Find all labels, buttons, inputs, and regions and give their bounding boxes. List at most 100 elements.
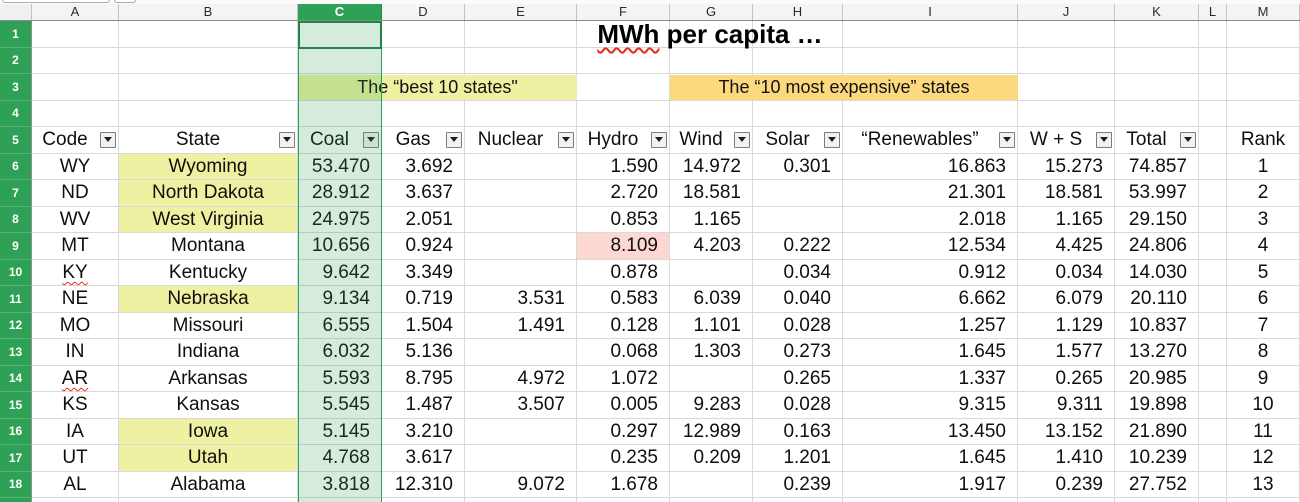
row-header-6[interactable]: 6 [0, 153, 32, 180]
cell-L16[interactable] [1199, 418, 1227, 445]
row-header-9[interactable]: 9 [0, 233, 32, 260]
cell-F5[interactable]: Hydro [577, 127, 670, 154]
cell-C13[interactable]: 6.032 [298, 339, 382, 366]
cell-M9[interactable]: 4 [1227, 233, 1300, 260]
cell-F9[interactable]: 8.109 [577, 233, 670, 260]
row-header-5[interactable]: 5 [0, 127, 32, 154]
cell-C10[interactable]: 9.642 [298, 259, 382, 286]
row-header-1[interactable]: 1 [0, 21, 32, 48]
cell-L4[interactable] [1199, 100, 1227, 127]
row-header-19[interactable]: 19 [0, 498, 32, 502]
cell-M17[interactable]: 12 [1227, 445, 1300, 472]
cell-I16[interactable]: 13.450 [843, 418, 1018, 445]
cell-G16[interactable]: 12.989 [670, 418, 753, 445]
cell-D18[interactable]: 12.310 [382, 471, 465, 498]
cell-L6[interactable] [1199, 153, 1227, 180]
cell-D9[interactable]: 0.924 [382, 233, 465, 260]
cell-F19[interactable] [577, 498, 670, 502]
cell-H9[interactable]: 0.222 [753, 233, 843, 260]
cell-G1[interactable] [670, 21, 753, 48]
cell-C6[interactable]: 53.470 [298, 153, 382, 180]
cell-B19[interactable] [119, 498, 298, 502]
cell-D19[interactable] [382, 498, 465, 502]
cell-G9[interactable]: 4.203 [670, 233, 753, 260]
cell-M18[interactable]: 13 [1227, 471, 1300, 498]
cell-M4[interactable] [1227, 100, 1300, 127]
cell-J11[interactable]: 6.079 [1018, 286, 1115, 313]
cell-B8[interactable]: West Virginia [119, 206, 298, 233]
cell-B1[interactable] [119, 21, 298, 48]
cell-L9[interactable] [1199, 233, 1227, 260]
cell-C4[interactable] [298, 100, 382, 127]
cell-D16[interactable]: 3.210 [382, 418, 465, 445]
row-header-11[interactable]: 11 [0, 286, 32, 313]
cell-K9[interactable]: 24.806 [1115, 233, 1199, 260]
cell-J4[interactable] [1018, 100, 1115, 127]
cell-K15[interactable]: 19.898 [1115, 392, 1199, 419]
autofilter-button-total[interactable] [1180, 131, 1196, 148]
cell-H13[interactable]: 0.273 [753, 339, 843, 366]
cell-F4[interactable] [577, 100, 670, 127]
row-header-17[interactable]: 17 [0, 445, 32, 472]
cell-C12[interactable]: 6.555 [298, 312, 382, 339]
row-header-16[interactable]: 16 [0, 418, 32, 445]
cell-F13[interactable]: 0.068 [577, 339, 670, 366]
cell-H5[interactable]: Solar [753, 127, 843, 154]
cell-H15[interactable]: 0.028 [753, 392, 843, 419]
cell-A11[interactable]: NE [32, 286, 119, 313]
cell-D2[interactable] [382, 47, 465, 74]
cell-B4[interactable] [119, 100, 298, 127]
cell-H7[interactable] [753, 180, 843, 207]
cell-H2[interactable] [753, 47, 843, 74]
cell-I5[interactable]: “Renewables” [843, 127, 1018, 154]
cell-E7[interactable] [465, 180, 577, 207]
cell-A10[interactable]: KY [32, 259, 119, 286]
cell-J1[interactable] [1018, 21, 1115, 48]
cell-K10[interactable]: 14.030 [1115, 259, 1199, 286]
cell-A16[interactable]: IA [32, 418, 119, 445]
cell-A7[interactable]: ND [32, 180, 119, 207]
row-header-14[interactable]: 14 [0, 365, 32, 392]
cell-A4[interactable] [32, 100, 119, 127]
cell-K14[interactable]: 20.985 [1115, 365, 1199, 392]
autofilter-button-solar[interactable] [824, 131, 840, 148]
cell-I17[interactable]: 1.645 [843, 445, 1018, 472]
cell-A1[interactable] [32, 21, 119, 48]
cell-K11[interactable]: 20.110 [1115, 286, 1199, 313]
cell-L15[interactable] [1199, 392, 1227, 419]
cell-C18[interactable]: 3.818 [298, 471, 382, 498]
cell-A2[interactable] [32, 47, 119, 74]
cell-H6[interactable]: 0.301 [753, 153, 843, 180]
cell-D12[interactable]: 1.504 [382, 312, 465, 339]
cell-B14[interactable]: Arkansas [119, 365, 298, 392]
cell-G5[interactable]: Wind [670, 127, 753, 154]
cell-C17[interactable]: 4.768 [298, 445, 382, 472]
cell-J17[interactable]: 1.410 [1018, 445, 1115, 472]
cell-E16[interactable] [465, 418, 577, 445]
cell-K18[interactable]: 27.752 [1115, 471, 1199, 498]
cell-I18[interactable]: 1.917 [843, 471, 1018, 498]
cell-E11[interactable]: 3.531 [465, 286, 577, 313]
autofilter-button-nuclear[interactable] [558, 131, 574, 148]
cell-F15[interactable]: 0.005 [577, 392, 670, 419]
cell-J8[interactable]: 1.165 [1018, 206, 1115, 233]
cell-H8[interactable] [753, 206, 843, 233]
cell-J2[interactable] [1018, 47, 1115, 74]
cell-F14[interactable]: 1.072 [577, 365, 670, 392]
column-header-F[interactable]: F [577, 4, 670, 20]
cell-E8[interactable] [465, 206, 577, 233]
expensive-states-label[interactable]: The “10 most expensive” states [670, 74, 1018, 100]
cell-E2[interactable] [465, 47, 577, 74]
cell-C2[interactable] [298, 47, 382, 74]
cell-B16[interactable]: Iowa [119, 418, 298, 445]
cell-A5[interactable]: Code [32, 127, 119, 154]
cell-M10[interactable]: 5 [1227, 259, 1300, 286]
cell-G2[interactable] [670, 47, 753, 74]
row-header-15[interactable]: 15 [0, 392, 32, 419]
cell-D13[interactable]: 5.136 [382, 339, 465, 366]
cell-L1[interactable] [1199, 21, 1227, 48]
cell-M7[interactable]: 2 [1227, 180, 1300, 207]
best-states-label[interactable]: The “best 10 states" [298, 74, 577, 100]
cell-C8[interactable]: 24.975 [298, 206, 382, 233]
cell-E6[interactable] [465, 153, 577, 180]
